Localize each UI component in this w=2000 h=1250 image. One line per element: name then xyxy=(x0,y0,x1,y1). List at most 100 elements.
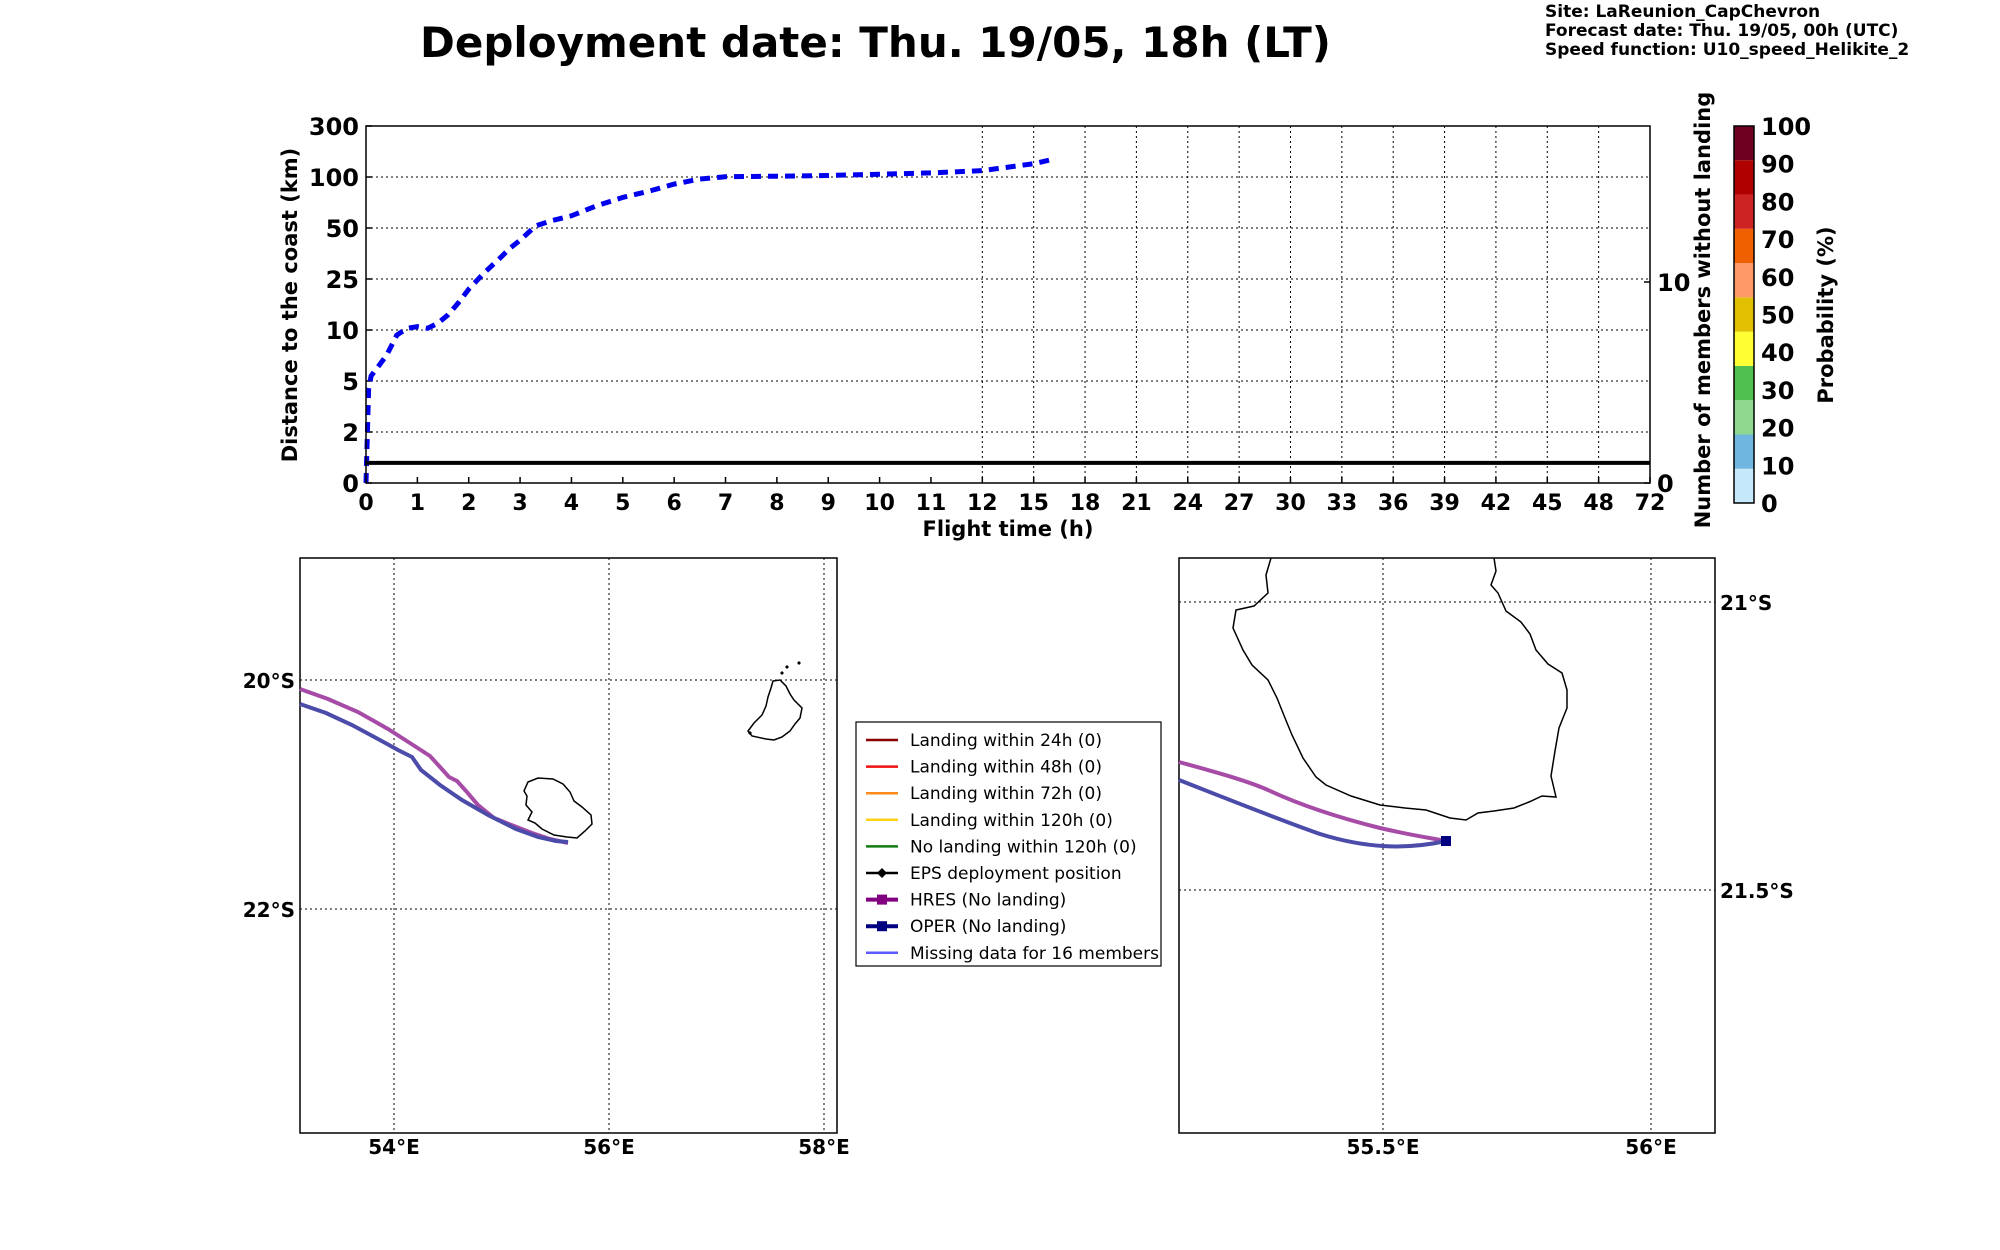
legend-entry: Landing within 24h (0) xyxy=(866,731,1102,751)
x-tick-label: 15 xyxy=(1018,491,1049,516)
island-islet xyxy=(797,661,801,665)
colorbar-tick-label: 20 xyxy=(1761,415,1794,443)
y-tick-label: 0 xyxy=(342,470,359,498)
x-tick-label: 21 xyxy=(1121,491,1152,516)
x-tick-label: 12 xyxy=(967,491,998,516)
colorbar-tick-labels: 0 10 20 30 40 50 60 70 80 90 100 xyxy=(1761,113,1811,518)
colorbar-tick-label: 80 xyxy=(1761,188,1794,216)
colorbar-cell xyxy=(1734,228,1754,264)
colorbar-cell xyxy=(1734,126,1754,161)
lat-tick-label: 20°S xyxy=(243,669,295,693)
legend-marker xyxy=(877,868,887,878)
x-tick-label: 6 xyxy=(667,491,682,516)
deployment-position-marker xyxy=(1441,836,1451,846)
colorbar-tick-label: 50 xyxy=(1761,302,1794,330)
y2-tick-label: 10 xyxy=(1657,269,1690,297)
reunion-island-coastline xyxy=(523,777,593,839)
x-tick-label: 18 xyxy=(1070,491,1101,516)
island-islet xyxy=(785,665,789,669)
x-tick-label: 11 xyxy=(916,491,947,516)
legend-entry: Landing within 48h (0) xyxy=(866,758,1102,778)
x-tick-label: 0 xyxy=(358,491,373,516)
lon-tick-label: 56°E xyxy=(583,1135,635,1159)
legend-label: Landing within 24h (0) xyxy=(910,731,1102,751)
y-tick-label: 25 xyxy=(326,266,359,294)
colorbar-cell xyxy=(1734,400,1754,435)
colorbar-frame xyxy=(1733,125,1755,504)
y-tick-label: 2 xyxy=(342,419,359,447)
oper-track-zoom xyxy=(1178,778,1447,849)
oper-track xyxy=(299,702,569,844)
legend-label: Landing within 48h (0) xyxy=(910,758,1102,778)
lat-tick-label: 22°S xyxy=(243,898,295,922)
lat-tick-label: 21.5°S xyxy=(1720,879,1794,903)
colorbar-cell xyxy=(1734,263,1754,298)
x-tick-label: 27 xyxy=(1224,491,1255,516)
legend-label: Landing within 72h (0) xyxy=(910,784,1102,804)
lon-tick-label: 58°E xyxy=(798,1135,850,1159)
y2-axis-label: Number of members without landing xyxy=(1691,92,1715,529)
colorbar-label: Probability (%) xyxy=(1814,226,1838,403)
legend-entry: Missing data for 16 members xyxy=(866,944,1159,964)
legend-entry: No landing within 120h (0) xyxy=(866,837,1137,857)
legend-label: EPS deployment position xyxy=(910,864,1122,884)
y2-tick-label: 0 xyxy=(1657,470,1674,498)
probability-colorbar: 0 10 20 30 40 50 60 70 80 90 100 Probability (%) xyxy=(1733,113,1838,518)
zoom-map-tick-labels: 55.5°E 56°E 21°S 21.5°S xyxy=(1346,591,1793,1159)
legend-entry: Landing within 72h (0) xyxy=(866,784,1102,804)
x-tick-label: 24 xyxy=(1172,491,1203,516)
site-text: Site: LaReunion_CapChevron xyxy=(1545,2,1821,22)
colorbar-cell xyxy=(1734,297,1754,332)
forecast-date-text: Forecast date: Thu. 19/05, 00h (UTC) xyxy=(1545,21,1899,41)
x-tick-label: 45 xyxy=(1532,491,1563,516)
zoom-map-grid xyxy=(1179,558,1715,1133)
island-islet xyxy=(780,671,784,675)
x-tick-label: 36 xyxy=(1378,491,1409,516)
overview-map-frame xyxy=(299,557,838,1134)
x-tick-label: 10 xyxy=(864,491,895,516)
colorbar-tick-label: 70 xyxy=(1761,226,1794,254)
distance-chart: 0 1 2 3 4 5 6 7 8 9 10 11 12 15 18 21 24 27 30 33 36 39 42 45 48… xyxy=(278,92,1715,541)
overview-map: 54°E 56°E 58°E 20°S 22°S xyxy=(243,557,850,1159)
legend-marker xyxy=(877,894,887,905)
x-tick-label: 7 xyxy=(718,491,733,516)
colorbar-cell xyxy=(1734,365,1754,401)
x-tick-label: 72 xyxy=(1635,491,1666,516)
x-tick-label: 42 xyxy=(1481,491,1512,516)
legend-items: Landing within 24h (0) Landing within 48h… xyxy=(866,731,1159,964)
x-tick-label: 3 xyxy=(512,491,527,516)
legend-entry: Landing within 120h (0) xyxy=(866,811,1113,831)
x-tick-label: 33 xyxy=(1327,491,1358,516)
y-tick-label: 10 xyxy=(326,317,359,345)
y-tick-label: 300 xyxy=(309,113,359,141)
legend-label: Missing data for 16 members xyxy=(910,944,1159,964)
overview-map-grid xyxy=(300,558,837,1133)
island-islet xyxy=(748,731,752,735)
legend-marker xyxy=(877,921,887,932)
legend-entry: HRES (No landing) xyxy=(866,891,1066,911)
lat-tick-label: 21°S xyxy=(1720,591,1772,615)
x-tick-label: 4 xyxy=(564,491,579,516)
colorbar-tick-label: 0 xyxy=(1761,490,1778,518)
distance-chart-frame xyxy=(365,125,1651,484)
x-tick-label: 8 xyxy=(769,491,784,516)
legend: Landing within 24h (0) Landing within 48h… xyxy=(855,721,1162,967)
reunion-island-coastline-zoom xyxy=(1232,557,1568,821)
x-tick-label: 39 xyxy=(1429,491,1460,516)
colorbar-cell xyxy=(1734,194,1754,229)
lon-tick-label: 55.5°E xyxy=(1346,1135,1419,1159)
colorbar-cells xyxy=(1734,126,1754,503)
x-tick-label: 2 xyxy=(461,491,476,516)
colorbar-cell xyxy=(1734,160,1754,195)
colorbar-cell xyxy=(1734,331,1754,366)
x-axis-label: Flight time (h) xyxy=(923,517,1094,541)
y-tick-label: 100 xyxy=(309,164,359,192)
hres-track-zoom xyxy=(1178,760,1447,843)
colorbar-tick-label: 60 xyxy=(1761,264,1794,292)
overview-map-tick-labels: 54°E 56°E 58°E 20°S 22°S xyxy=(243,669,850,1159)
legend-label: No landing within 120h (0) xyxy=(910,837,1137,857)
x-tick-label: 5 xyxy=(615,491,630,516)
x-tick-labels: 0 1 2 3 4 5 6 7 8 9 10 11 12 15 18 21 24 27 30 33 36 39 42 45 48… xyxy=(358,491,1665,516)
